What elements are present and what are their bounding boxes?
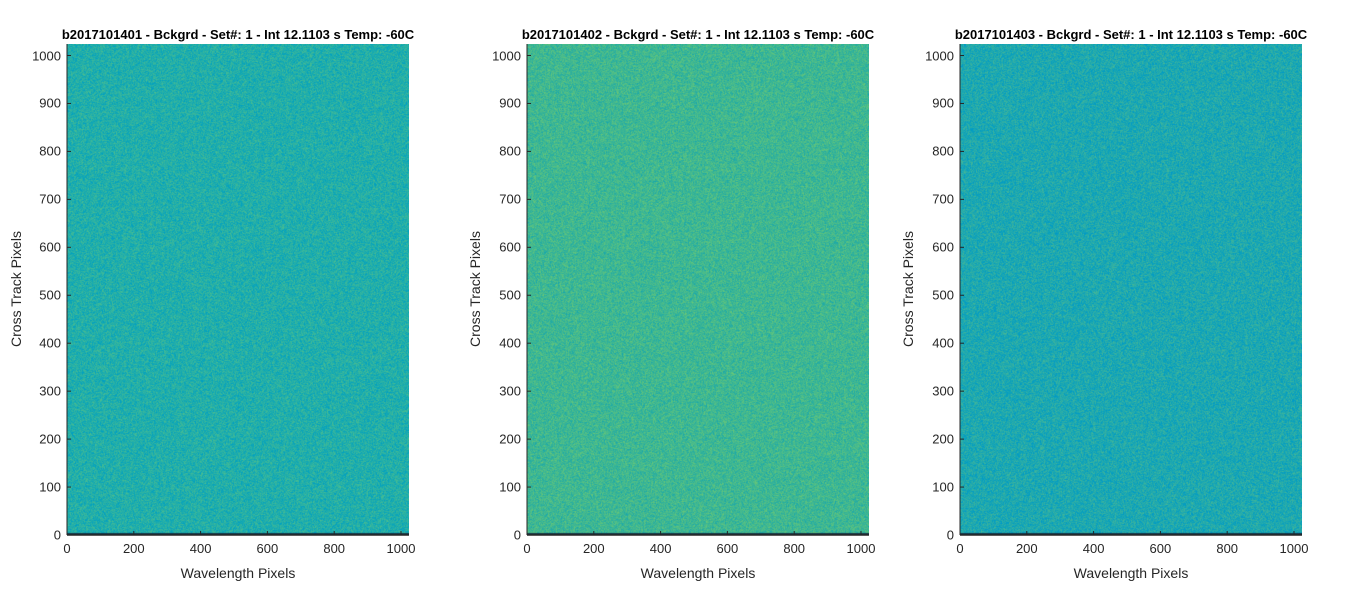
y-tick-label: 800 <box>499 143 521 159</box>
y-tick-label: 600 <box>932 239 954 255</box>
subplot-2: b2017101402 - Bckgrd - Set#: 1 - Int 12.… <box>467 27 876 581</box>
x-tick-label: 0 <box>63 541 71 556</box>
subplot-title: b2017101403 - Bckgrd - Set#: 1 - Int 12.… <box>954 27 1308 42</box>
subplot-1: b2017101401 - Bckgrd - Set#: 1 - Int 12.… <box>0 0 450 600</box>
x-tick-label: 200 <box>582 541 605 556</box>
x-tick-label: 200 <box>122 541 145 556</box>
y-tick-label: 500 <box>39 287 61 303</box>
y-tick-label: 600 <box>499 239 521 255</box>
y-tick-label: 1000 <box>32 48 61 63</box>
x-tick-label: 600 <box>1149 541 1172 556</box>
x-tick-label: 400 <box>189 541 212 556</box>
heatmap-image <box>960 44 1302 535</box>
y-tick-label: 1000 <box>492 48 521 63</box>
x-tick-label: 1000 <box>1279 541 1309 556</box>
y-tick-label: 0 <box>946 527 954 543</box>
x-tick-label: 800 <box>1216 541 1239 556</box>
y-tick-label: 300 <box>932 383 954 399</box>
y-tick-label: 100 <box>39 479 61 495</box>
heatmap-image <box>527 44 869 535</box>
y-tick-label: 800 <box>932 143 954 159</box>
y-tick-label: 0 <box>53 527 61 543</box>
y-tick-label: 600 <box>39 239 61 255</box>
axes <box>66 44 409 536</box>
x-tick-label: 400 <box>649 541 672 556</box>
y-tick-label: 0 <box>513 527 521 543</box>
subplot-title: b2017101402 - Bckgrd - Set#: 1 - Int 12.… <box>521 27 875 42</box>
x-axis-label: Wavelength Pixels <box>1073 565 1189 581</box>
x-tick-label: 0 <box>523 541 531 556</box>
y-tick-label: 1000 <box>925 48 954 63</box>
y-tick-label: 400 <box>39 335 61 351</box>
x-tick-label: 800 <box>323 541 346 556</box>
y-tick-label: 200 <box>499 431 521 447</box>
heatmap-image <box>67 44 409 535</box>
y-tick-label: 500 <box>499 287 521 303</box>
y-tick-label: 200 <box>932 431 954 447</box>
x-tick-label: 0 <box>956 541 964 556</box>
y-tick-label: 900 <box>499 95 521 111</box>
y-tick-label: 300 <box>39 383 61 399</box>
y-tick-label: 300 <box>499 383 521 399</box>
y-tick-label: 400 <box>499 335 521 351</box>
x-tick-label: 1000 <box>386 541 416 556</box>
x-axis-label: Wavelength Pixels <box>640 565 756 581</box>
y-tick-label: 200 <box>39 431 61 447</box>
y-tick-label: 700 <box>499 191 521 207</box>
x-tick-label: 1000 <box>846 541 876 556</box>
y-tick-label: 100 <box>499 479 521 495</box>
y-tick-label: 900 <box>39 95 61 111</box>
x-tick-label: 600 <box>716 541 739 556</box>
y-tick-label: 400 <box>932 335 954 351</box>
x-tick-label: 200 <box>1015 541 1038 556</box>
y-tick-label: 700 <box>39 191 61 207</box>
y-tick-label: 900 <box>932 95 954 111</box>
y-tick-label: 100 <box>932 479 954 495</box>
x-tick-label: 600 <box>256 541 279 556</box>
x-tick-label: 400 <box>1082 541 1105 556</box>
subplot-title: b2017101401 - Bckgrd - Set#: 1 - Int 12.… <box>61 27 415 42</box>
x-axis-label: Wavelength Pixels <box>180 565 296 581</box>
axes <box>526 44 869 536</box>
y-tick-label: 500 <box>932 287 954 303</box>
y-tick-label: 800 <box>39 143 61 159</box>
x-tick-label: 800 <box>783 541 806 556</box>
y-tick-label: 700 <box>932 191 954 207</box>
